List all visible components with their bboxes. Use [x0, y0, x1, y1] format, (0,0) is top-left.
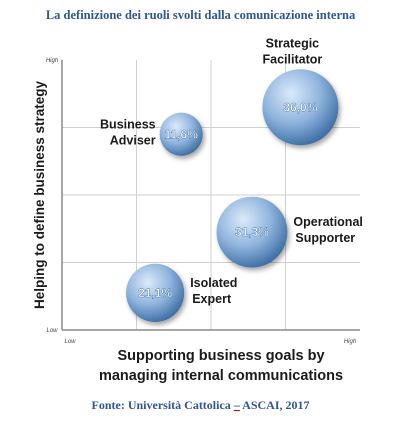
source-dash: – [233, 398, 240, 412]
axes: High Low Low High Helping to define business… [32, 58, 360, 384]
y-tick-high: High [46, 58, 59, 64]
page-title: La definizione dei ruoli svolti dalla co… [45, 8, 356, 22]
bubble-category-label: Operational [293, 215, 362, 229]
bubble [216, 196, 288, 268]
bubble-category-label: Supporter [295, 231, 355, 245]
bubble-category-label: Adviser [110, 133, 156, 147]
bubble-value-label: 21,1% [138, 286, 172, 300]
bubble-category-label: Strategic [266, 36, 320, 50]
bubble-category-label: Isolated [190, 276, 237, 290]
bubble [126, 263, 185, 322]
bubble-category-label: Facilitator [263, 52, 323, 66]
x-axis-title-line: Supporting business goals by [117, 348, 324, 364]
x-axis-title-line: managing internal communications [99, 368, 343, 384]
bubble-value-label: 36,0% [283, 100, 317, 114]
x-tick-high: High [344, 339, 357, 345]
bubbles [126, 69, 339, 322]
source-note: Fonte: Università Cattolica – ASCAI, 201… [0, 398, 401, 413]
bubble [159, 112, 203, 156]
labels: 36,0% Strategic Facilitator 11,6% Business Ad… [100, 36, 363, 306]
source-suffix: ASCAI, 2017 [239, 398, 310, 412]
bubble-category-label: Expert [192, 292, 232, 306]
bubble-value-label: 11,6% [165, 127, 199, 141]
source-prefix: Fonte: Università Cattolica [91, 398, 234, 412]
y-axis-title: Helping to define business strategy [32, 80, 47, 309]
bubble [262, 69, 339, 146]
x-tick-low: Low [64, 339, 76, 345]
bubble-value-label: 31,3% [235, 225, 269, 239]
y-tick-low: Low [46, 328, 58, 334]
bubble-category-label: Business [100, 117, 156, 131]
